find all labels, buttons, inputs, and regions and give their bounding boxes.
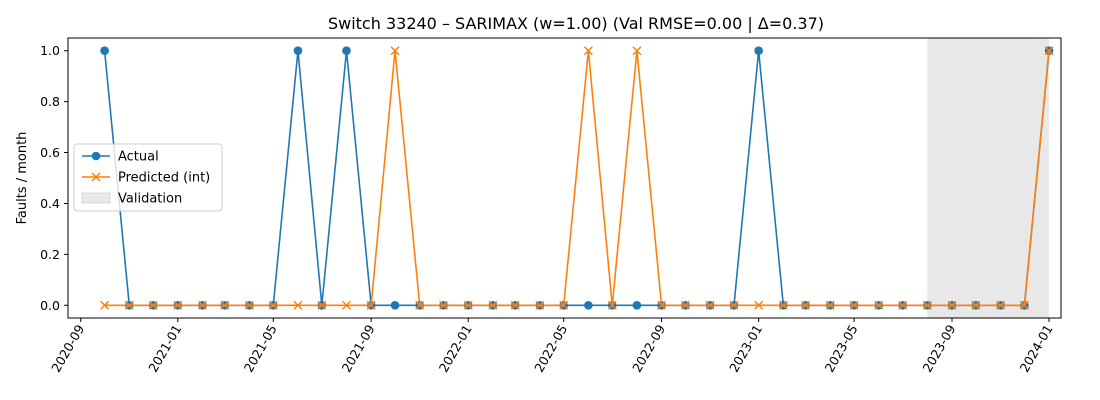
y-axis-label: Faults / month	[15, 132, 30, 225]
data-point-predicted-int	[801, 300, 811, 310]
legend-swatch-validation	[81, 192, 111, 204]
data-point-predicted-int	[439, 300, 449, 310]
legend-label: Validation	[118, 192, 182, 207]
data-point-predicted-int	[488, 300, 498, 310]
data-point-actual	[342, 46, 351, 56]
data-point-predicted-int	[607, 300, 617, 310]
data-point-predicted-int	[535, 300, 545, 310]
data-point-predicted-int	[124, 300, 134, 310]
data-point-predicted-int	[173, 300, 183, 310]
data-point-predicted-int	[754, 300, 764, 310]
y-tick-label: 0.0	[40, 298, 60, 313]
data-point-predicted-int	[874, 300, 884, 310]
data-point-predicted-int	[1019, 300, 1029, 310]
y-tick-label: 1.0	[40, 43, 60, 58]
data-point-predicted-int	[510, 300, 520, 310]
validation-band	[927, 38, 1050, 318]
data-point-predicted-int	[268, 300, 278, 310]
x-tick-label: 2021-09	[339, 322, 378, 375]
data-point-predicted-int	[366, 300, 376, 310]
x-tick-label: 2022-01	[436, 322, 475, 375]
legend-marker-circle	[91, 151, 101, 161]
data-point-predicted-int	[971, 300, 981, 310]
data-point-predicted-int	[705, 300, 715, 310]
data-point-predicted-int	[415, 300, 425, 310]
data-point-predicted-int	[778, 300, 788, 310]
x-tick-label: 2020-09	[48, 322, 87, 375]
data-point-predicted-int	[947, 300, 957, 310]
data-point-predicted-int	[995, 300, 1006, 310]
data-point-predicted-int	[463, 300, 473, 310]
data-point-actual	[754, 46, 763, 56]
data-point-predicted-int	[1044, 46, 1054, 56]
data-point-predicted-int	[729, 300, 739, 310]
y-tick-label: 0.2	[40, 247, 60, 262]
x-tick-label: 2022-09	[629, 322, 668, 375]
data-point-predicted-int	[341, 300, 352, 310]
data-point-actual	[100, 46, 109, 56]
x-tick-label: 2023-09	[919, 322, 958, 375]
data-point-predicted-int	[632, 46, 642, 56]
data-point-predicted-int	[680, 300, 690, 310]
data-point-predicted-int	[898, 300, 908, 310]
data-point-predicted-int	[390, 46, 400, 56]
x-tick-label: 2022-05	[531, 322, 570, 375]
data-point-predicted-int	[583, 46, 593, 56]
plot-frame	[67, 37, 1062, 319]
y-tick-label: 0.6	[40, 145, 60, 160]
data-point-predicted-int	[100, 300, 110, 310]
x-tick-label: 2021-01	[145, 322, 184, 375]
data-point-actual	[632, 300, 642, 310]
data-point-predicted-int	[657, 300, 667, 310]
legend-label: Predicted (int)	[118, 171, 210, 186]
x-tick-label: 2021-05	[241, 322, 280, 375]
data-point-predicted-int	[244, 300, 254, 310]
data-point-actual	[293, 46, 303, 56]
x-tick-label: 2024-01	[1017, 322, 1056, 375]
data-point-predicted-int	[922, 300, 932, 310]
data-point-predicted-int	[849, 300, 859, 310]
data-point-predicted-int	[293, 300, 303, 310]
x-tick-label: 2023-01	[726, 322, 765, 375]
data-point-actual	[390, 300, 400, 310]
legend-label: Actual	[118, 150, 159, 165]
series-line-predicted-int	[104, 49, 1050, 307]
data-point-predicted-int	[148, 300, 158, 310]
x-tick-label: 2023-05	[822, 322, 861, 375]
legend-box	[73, 143, 223, 212]
data-point-actual	[584, 300, 593, 310]
chart-title: Switch 33240 – SARIMAX (w=1.00) (Val RMS…	[328, 14, 824, 33]
data-point-predicted-int	[220, 300, 230, 310]
y-tick-label: 0.4	[40, 196, 60, 211]
data-point-predicted-int	[317, 300, 327, 310]
data-point-predicted-int	[197, 300, 207, 310]
legend-marker-x	[91, 172, 101, 182]
data-point-predicted-int	[559, 300, 569, 310]
data-point-predicted-int	[825, 300, 835, 310]
y-tick-label: 0.8	[40, 94, 60, 109]
